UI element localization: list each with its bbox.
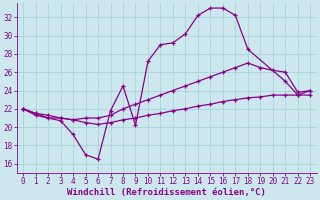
X-axis label: Windchill (Refroidissement éolien,°C): Windchill (Refroidissement éolien,°C): [67, 188, 266, 197]
